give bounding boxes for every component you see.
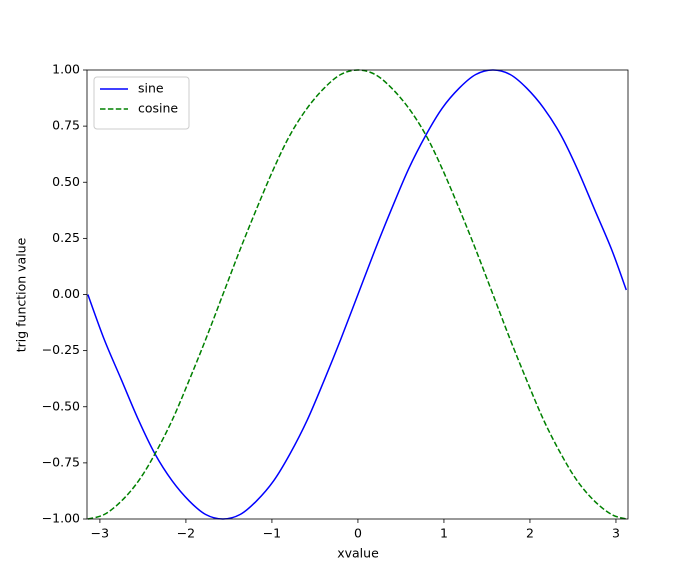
x-tick-label: −1 <box>263 526 281 541</box>
line-series <box>87 69 627 520</box>
x-tick-label: 0 <box>354 526 362 541</box>
x-axis-label: xvalue <box>337 546 379 561</box>
y-tick-label: 0.00 <box>52 286 80 301</box>
y-tick-label: 0.25 <box>52 230 80 245</box>
x-tick-label: −2 <box>177 526 195 541</box>
y-tick-label: −0.50 <box>42 398 80 413</box>
legend-label: sine <box>138 81 164 96</box>
y-tick-label: −0.25 <box>42 342 80 357</box>
x-tick-label: 2 <box>526 526 534 541</box>
x-tick-label: 3 <box>612 526 620 541</box>
y-tick-label: −0.75 <box>42 454 80 469</box>
y-axis-label: trig function value <box>14 237 29 352</box>
legend-label: cosine <box>138 101 178 116</box>
x-tick-label: 1 <box>440 526 448 541</box>
y-tick-label: 0.75 <box>52 118 80 133</box>
axes-frame <box>86 69 629 520</box>
y-tick-label: −1.00 <box>42 511 80 526</box>
legend-box <box>93 76 190 130</box>
y-tick-label: 1.00 <box>52 62 80 77</box>
y-tick-label: 0.50 <box>52 174 80 189</box>
x-tick-label: −3 <box>91 526 109 541</box>
